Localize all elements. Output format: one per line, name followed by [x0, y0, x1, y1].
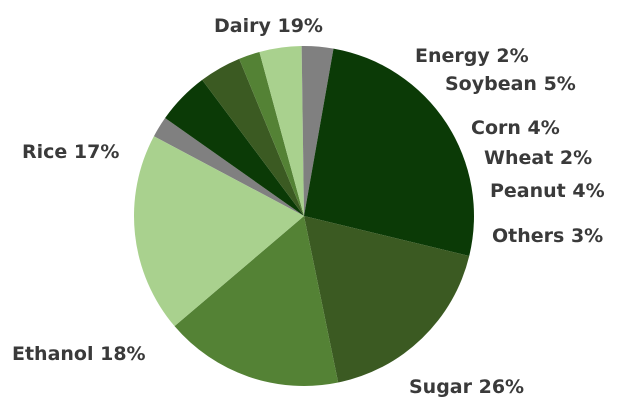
slice-label-corn: Corn 4% [471, 117, 560, 139]
pie-slice-others [301, 46, 334, 217]
slice-label-energy: Energy 2% [415, 45, 529, 67]
slice-label-wheat: Wheat 2% [484, 147, 592, 169]
slice-label-rice: Rice 17% [22, 141, 119, 163]
slice-label-soybean: Soybean 5% [445, 73, 576, 95]
pie-slice-peanut [259, 46, 304, 216]
pie-slice-ethanol [304, 216, 470, 383]
slice-label-peanut: Peanut 4% [490, 180, 605, 202]
pie-slice-dairy [134, 136, 304, 327]
slice-label-dairy: Dairy 19% [214, 15, 323, 37]
pie-slice-corn [202, 58, 304, 216]
pie-labels: Energy 2% Soybean 5% Corn 4% Wheat 2% Peanut… [12, 15, 605, 397]
slice-label-sugar: Sugar 26% [409, 376, 524, 397]
pie-slice-sugar [304, 48, 474, 256]
pie-slice-soybean [165, 79, 304, 216]
slice-label-others: Others 3% [492, 225, 603, 247]
pie-slices [134, 46, 474, 387]
pie-slice-wheat [239, 51, 304, 217]
pie-slice-energy [153, 118, 304, 216]
slice-label-ethanol: Ethanol 18% [12, 343, 146, 365]
pie-slice-rice [174, 216, 339, 387]
